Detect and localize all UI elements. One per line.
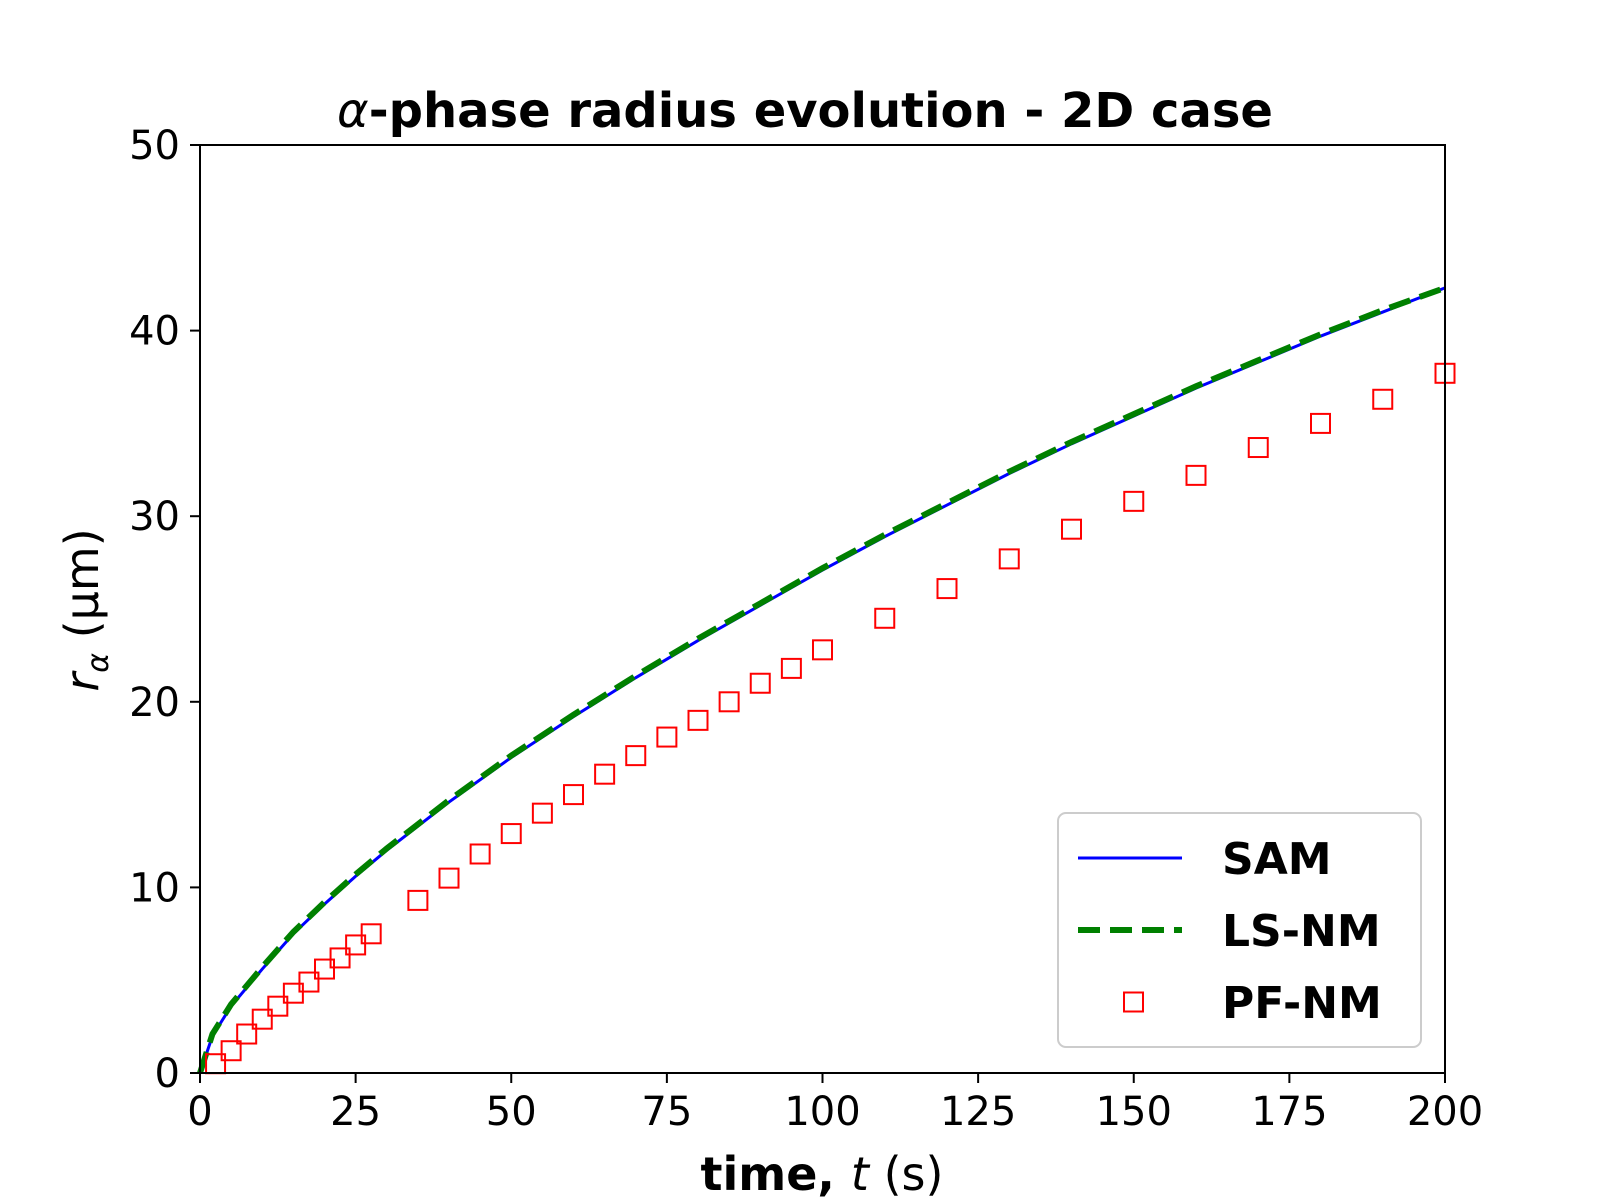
point-pf-nm (345, 934, 367, 956)
y-tick-label: 30 (129, 494, 180, 540)
legend-label-ls-nm: LS-NM (1222, 906, 1381, 957)
x-axis-label-bold: time, (701, 1147, 851, 1200)
point-pf-nm (531, 802, 553, 824)
point-pf-nm (1247, 437, 1269, 459)
point-pf-nm (298, 971, 320, 993)
y-tick-label: 40 (129, 309, 180, 355)
y-axis-label-rest: (μm) (55, 528, 109, 653)
title-text: -phase radius evolution - 2D case (369, 83, 1273, 139)
point-pf-nm (407, 889, 429, 911)
point-pf-nm (594, 763, 616, 785)
y-tick-label: 50 (129, 123, 180, 169)
point-pf-nm (656, 726, 678, 748)
point-pf-nm (329, 947, 351, 969)
y-tick-label: 0 (155, 1051, 180, 1097)
x-axis-ticks: 0 25 50 75 100 125 150 175 200 (187, 1073, 1483, 1135)
point-pf-nm (998, 548, 1020, 570)
point-pf-nm (282, 982, 304, 1004)
x-tick-label: 200 (1407, 1089, 1483, 1135)
x-tick-label: 0 (187, 1089, 212, 1135)
x-tick-label: 125 (940, 1089, 1016, 1135)
point-pf-nm (874, 607, 896, 629)
chart-title: α-phase radius evolution - 2D case (337, 83, 1273, 139)
point-pf-nm (500, 823, 522, 845)
point-pf-nm (251, 1008, 273, 1030)
y-axis-label: rα (μm) (55, 528, 116, 691)
y-tick-label: 20 (129, 680, 180, 726)
x-tick-label: 175 (1251, 1089, 1327, 1135)
point-pf-nm (687, 709, 709, 731)
y-axis-label-symbol: r (55, 670, 109, 692)
point-pf-nm (812, 639, 833, 661)
y-axis-ticks: 0 10 20 30 40 50 (129, 123, 200, 1097)
legend-items: SAM LS-NM PF-NM (1078, 834, 1382, 1029)
legend: SAM LS-NM PF-NM (1057, 812, 1422, 1048)
point-pf-nm (1123, 490, 1145, 512)
x-tick-label: 100 (784, 1089, 860, 1135)
point-pf-nm (360, 923, 382, 945)
y-axis-label-subscript: α (81, 653, 116, 673)
point-pf-nm (1061, 518, 1082, 540)
legend-label-sam: SAM (1222, 834, 1332, 885)
point-pf-nm (718, 691, 740, 713)
x-tick-label: 50 (486, 1089, 537, 1135)
series-layer (197, 285, 1456, 1075)
point-pf-nm (267, 995, 289, 1017)
title-symbol: α (337, 83, 369, 139)
x-tick-label: 25 (330, 1089, 381, 1135)
legend-box (1057, 812, 1422, 1048)
point-pf-nm (314, 958, 335, 980)
x-tick-label: 150 (1096, 1089, 1172, 1135)
plot-area: 0 25 50 75 100 125 150 175 200 0 10 20 30 40 50 (129, 123, 1483, 1135)
point-pf-nm (625, 745, 647, 767)
series-pf-nm (205, 362, 1456, 1075)
series-line-ls-nm (197, 285, 1447, 1074)
point-pf-nm (1310, 412, 1331, 434)
point-pf-nm (936, 578, 958, 600)
x-axis-label-italic: t (851, 1147, 871, 1200)
point-pf-nm (780, 657, 802, 679)
point-pf-nm (438, 867, 460, 889)
point-pf-nm (563, 784, 584, 806)
point-pf-nm (1372, 388, 1394, 410)
point-pf-nm (220, 1040, 242, 1062)
legend-label-pf-nm: PF-NM (1222, 978, 1382, 1029)
point-pf-nm (1185, 464, 1207, 486)
x-axis-label-rest: (s) (869, 1147, 943, 1200)
x-tick-label: 75 (641, 1089, 692, 1135)
legend-marker-pf-nm (1123, 991, 1144, 1013)
point-pf-nm (749, 672, 771, 694)
point-pf-nm (236, 1023, 258, 1045)
point-pf-nm (469, 843, 491, 865)
x-axis-label: time, t (s) (701, 1147, 944, 1200)
y-tick-label: 10 (129, 865, 180, 911)
